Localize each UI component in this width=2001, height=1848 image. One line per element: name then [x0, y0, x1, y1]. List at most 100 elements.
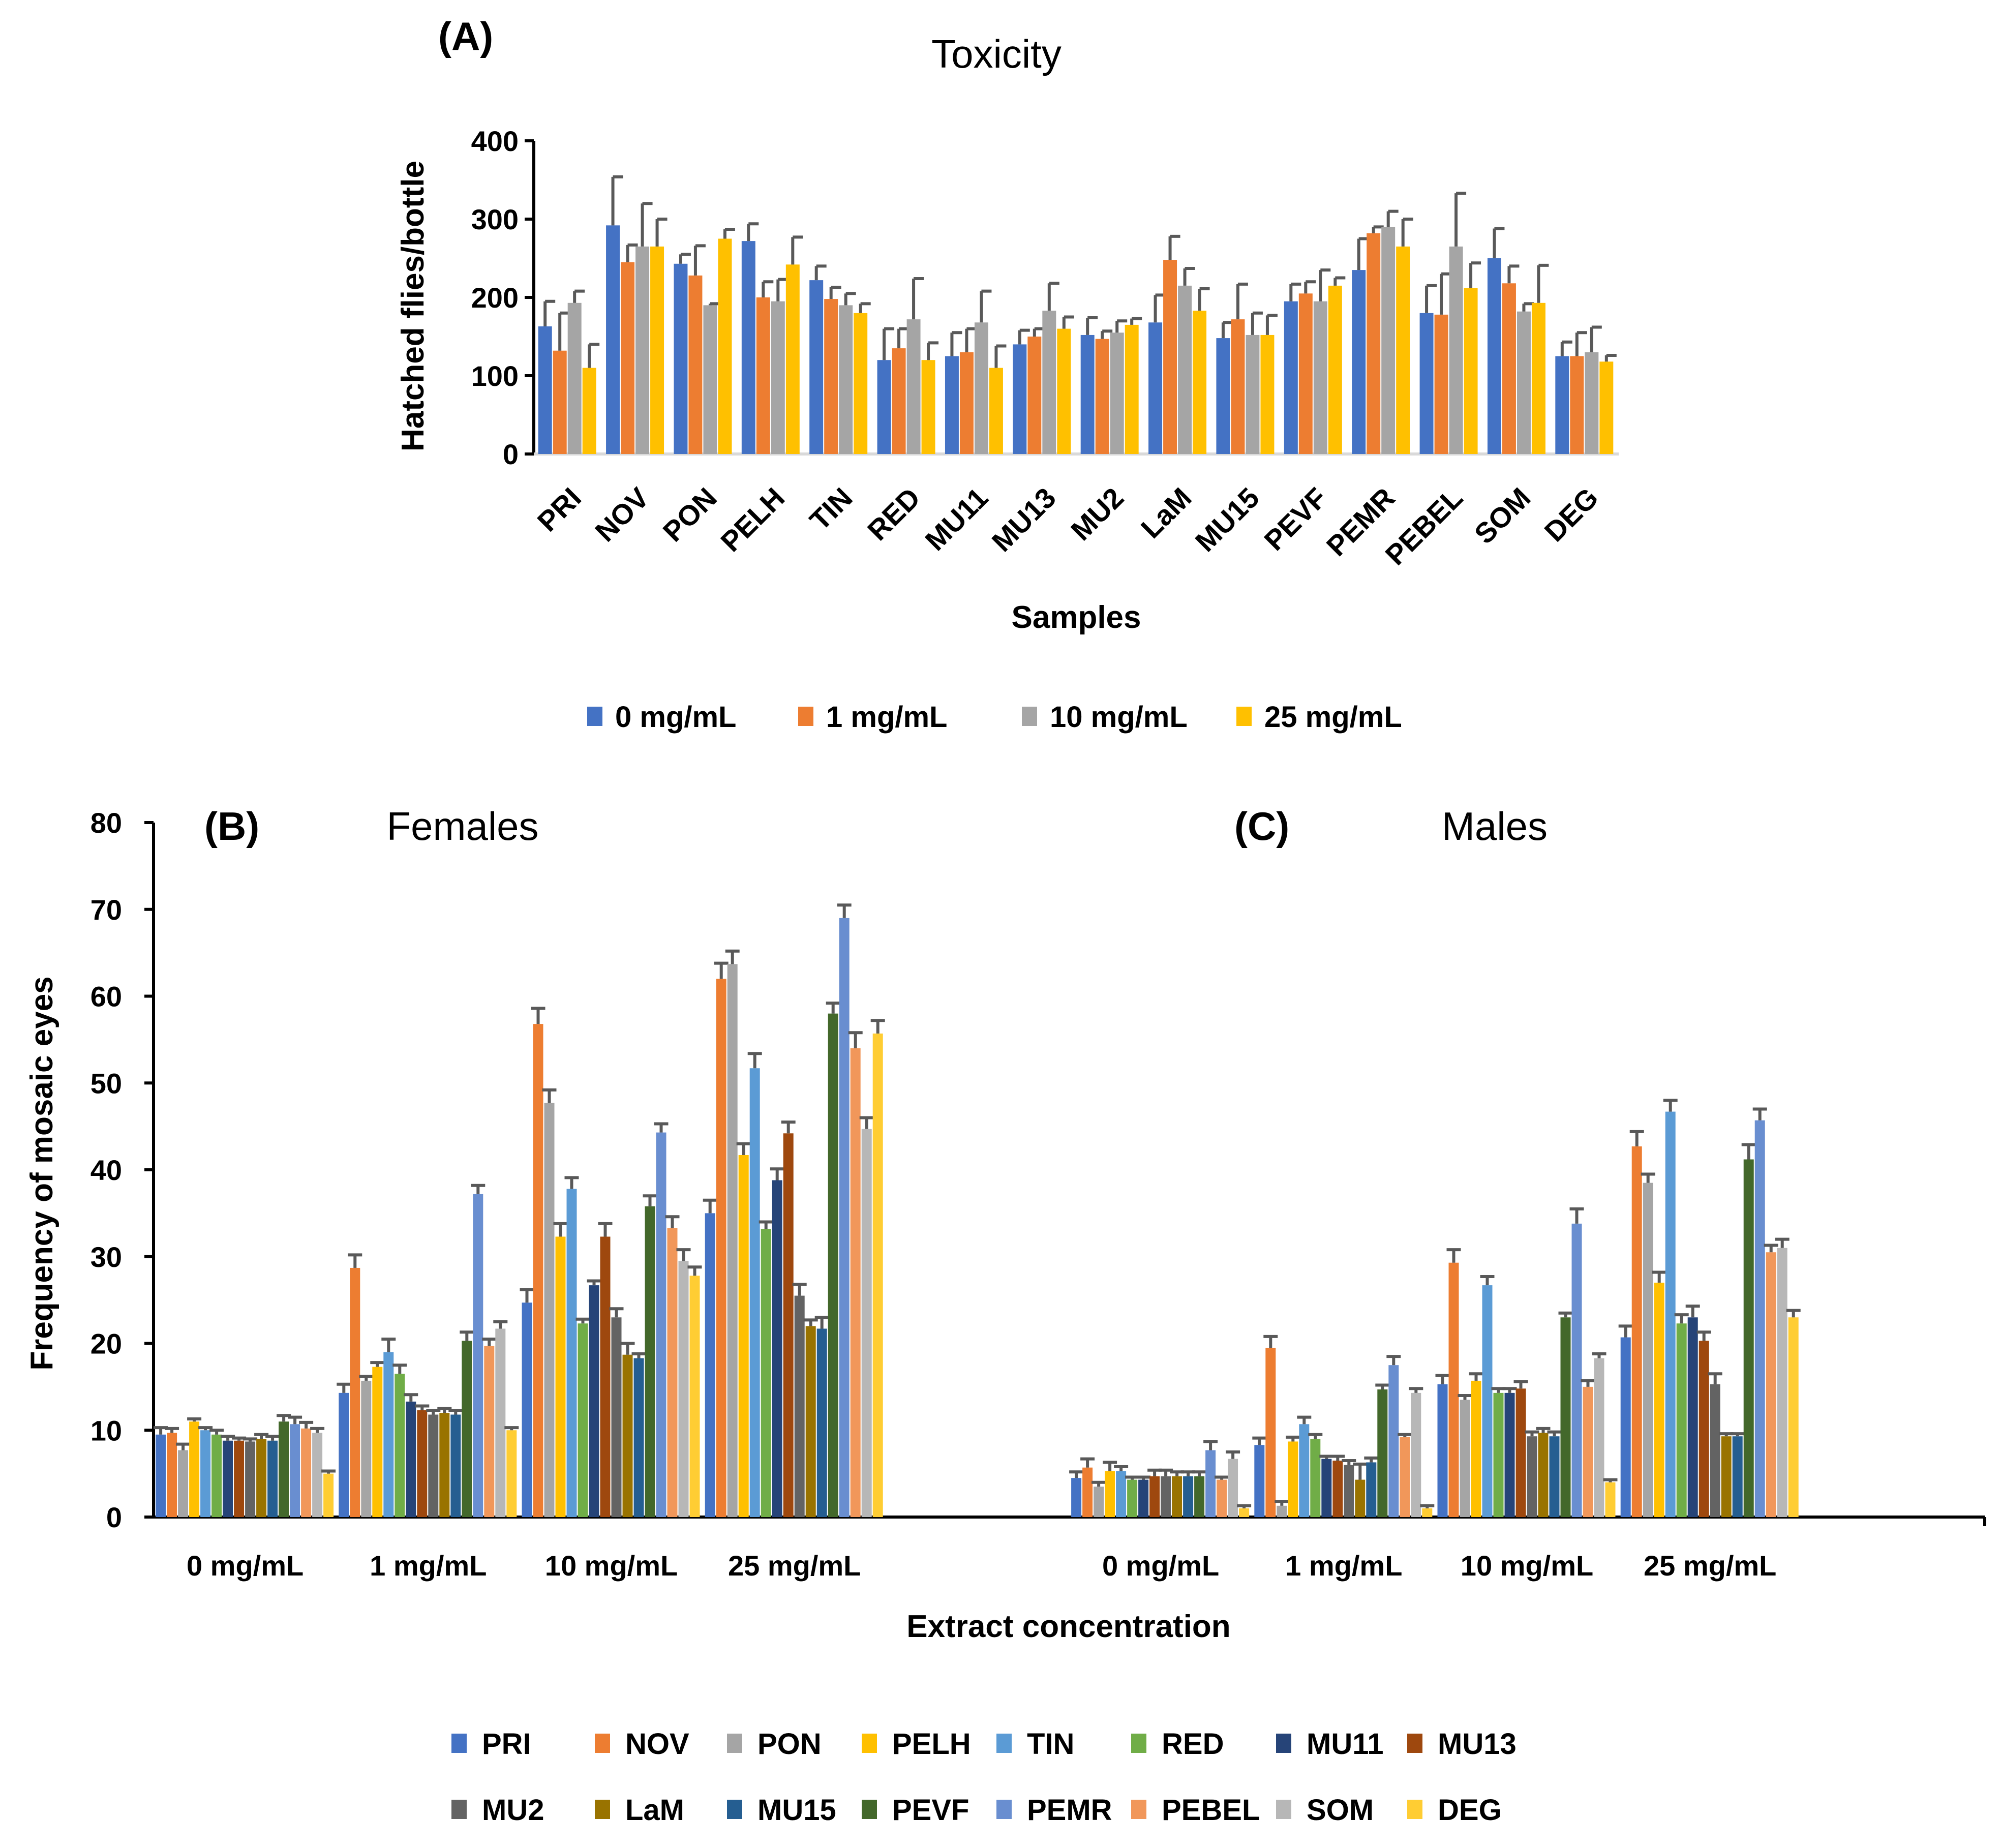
panel-a-bar — [741, 241, 755, 454]
panel-b-bar — [167, 1433, 177, 1517]
panel-b-bar — [350, 1267, 360, 1517]
panel-b-bar — [772, 1180, 782, 1517]
panel-a-bar — [635, 246, 650, 454]
panel-a-ylabel: Hatched flies/bottle — [396, 161, 431, 451]
panel-bc-y-tick-label: 40 — [90, 1154, 122, 1186]
panel-a-bar — [1585, 352, 1599, 454]
panel-b-bar — [566, 1189, 577, 1517]
panel-a-bar — [959, 352, 974, 454]
panel-bc-axes: 0 10 20 30 40 50 60 70 80 0 mg/mL 1 mg/mL 10 mg/mL 2… — [90, 807, 1986, 1582]
panel-bc-bars — [154, 903, 1801, 1517]
panel-b-bar — [417, 1410, 428, 1517]
panel-c-bar — [1161, 1476, 1171, 1517]
panel-b-bar — [794, 1295, 805, 1517]
panel-a-bar — [892, 348, 906, 454]
panel-bc-legend-label: LaM — [625, 1794, 684, 1827]
panel-a-y-tick-label: 200 — [471, 282, 519, 314]
panel-b-x-tick-label: 1 mg/mL — [370, 1550, 487, 1582]
panel-a-bar — [785, 264, 800, 454]
panel-bc-legend-swatch — [451, 1800, 467, 1819]
panel-b-bar — [312, 1433, 323, 1517]
panel-bc-legend-swatch — [996, 1800, 1012, 1819]
panel-bc-legend-label: DEG — [1438, 1794, 1502, 1827]
panel-c-bar — [1205, 1450, 1216, 1517]
panel-a-bar — [1057, 328, 1071, 454]
panel-b-bar — [667, 1228, 678, 1517]
panel-c-bar — [1560, 1317, 1571, 1517]
panel-a-bar — [1178, 285, 1192, 454]
panel-a-x-tick-label: SOM — [1468, 481, 1537, 550]
panel-bc-y-tick-label: 0 — [106, 1501, 122, 1533]
panel-c-bar — [1138, 1479, 1149, 1517]
panel-c-bar — [1355, 1479, 1366, 1517]
panel-a-bar — [650, 246, 664, 454]
panel-c-bar — [1094, 1487, 1104, 1517]
panel-a-bar — [718, 238, 732, 454]
panel-a-bar — [703, 305, 717, 454]
panel-a-bar — [553, 350, 567, 454]
panel-c-bar — [1344, 1465, 1354, 1517]
panel-b-bar — [339, 1392, 349, 1517]
panel-a-bar — [1231, 319, 1245, 454]
panel-b-bar — [406, 1401, 416, 1517]
panel-bc-legend-label: PEVF — [892, 1794, 969, 1827]
panel-c-bar — [1504, 1392, 1515, 1517]
panel-a-bar — [921, 360, 935, 454]
panel-c-bar — [1665, 1111, 1676, 1517]
panel-a-bar — [1464, 288, 1478, 454]
panel-a-bar — [1216, 338, 1230, 454]
panel-a-bar — [1110, 332, 1124, 454]
panel-a-bar — [1284, 301, 1298, 454]
panel-b-bar — [622, 1354, 633, 1517]
panel-bc-legend-label: TIN — [1027, 1728, 1074, 1761]
panel-a-bar — [1193, 311, 1207, 454]
panel-bc-legend-swatch — [727, 1734, 742, 1753]
panel-c-bar — [1239, 1508, 1250, 1517]
panel-c-bar — [1183, 1476, 1194, 1517]
panel-b-bar — [839, 918, 850, 1517]
panel-b-bar — [600, 1236, 611, 1517]
panel-a-bar — [606, 225, 620, 454]
panel-b-bar — [689, 1276, 700, 1517]
panel-a-legend-label: 25 mg/mL — [1264, 701, 1402, 734]
panel-a-x-tick-label: MU2 — [1065, 481, 1130, 547]
panel-b-bar — [589, 1285, 599, 1517]
panel-c-bar — [1766, 1252, 1776, 1517]
panel-c-bar — [1721, 1436, 1732, 1517]
panel-c-bar — [1400, 1437, 1410, 1517]
panel-a-bar — [1042, 311, 1056, 454]
panel-b-bar — [450, 1414, 461, 1517]
panel-a-bar — [945, 356, 959, 454]
panel-b-bar — [861, 1129, 872, 1517]
panel-b-bar — [828, 1013, 838, 1517]
panel-a-x-tick-label: MU13 — [986, 481, 1062, 558]
panel-b-bar — [301, 1428, 312, 1517]
panel-bc-legend-label: MU13 — [1438, 1728, 1517, 1761]
panel-a-bar — [621, 262, 635, 454]
panel-bc-legend-swatch — [996, 1734, 1012, 1753]
panel-c-title: Males — [1442, 804, 1548, 849]
panel-a-x-tick-label: LaM — [1135, 481, 1198, 544]
panel-bc-legend-swatch — [1131, 1800, 1146, 1819]
panel-b-label: (B) — [204, 804, 259, 849]
panel-bc-y-tick-label: 10 — [90, 1414, 122, 1446]
panel-b-bar — [816, 1328, 827, 1517]
panel-bc-legend-label: RED — [1162, 1728, 1224, 1761]
panel-c-bar — [1777, 1248, 1787, 1517]
panel-b-bar — [383, 1352, 394, 1517]
panel-a-bar — [1487, 258, 1501, 454]
panel-b-bar — [428, 1414, 439, 1517]
panel-b-bar — [473, 1194, 483, 1517]
panel-bc-ylabel: Frequency of mosaic eyes — [24, 976, 59, 1370]
panel-b-bar — [256, 1439, 267, 1517]
panel-b-bar — [611, 1317, 622, 1517]
panel-a-bar — [1246, 335, 1260, 454]
panel-a-y-tick-label: 0 — [503, 438, 519, 470]
panel-a-bar — [538, 326, 552, 454]
panel-a-legend-label: 1 mg/mL — [826, 701, 948, 734]
panel-b-bar — [872, 1033, 883, 1517]
panel-b-bar — [395, 1374, 405, 1517]
panel-b-bar — [290, 1424, 300, 1517]
panel-a-x-tick-label: PELH — [714, 481, 791, 558]
